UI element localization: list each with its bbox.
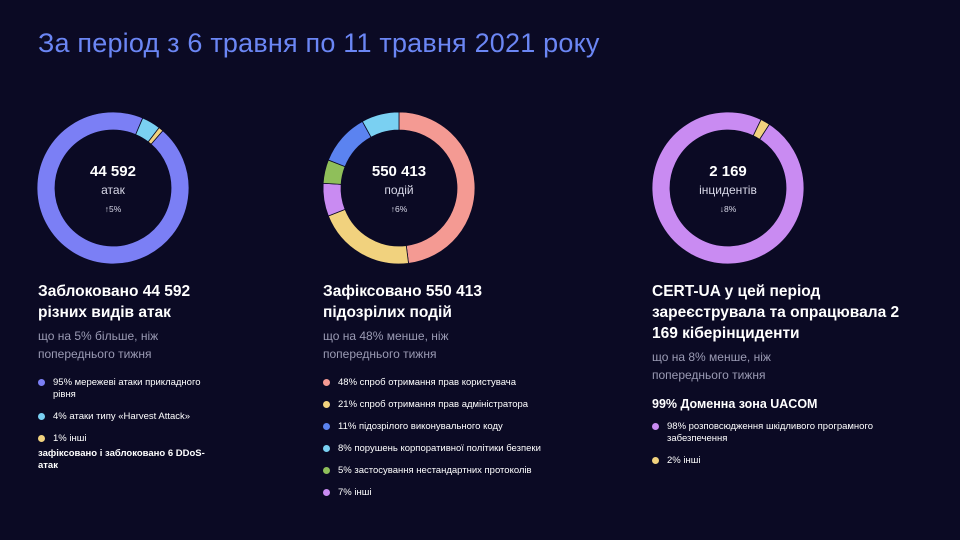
legend-dot-icon: [38, 413, 45, 420]
legend-item: 8% порушень корпоративної політики безпе…: [323, 443, 593, 455]
legend-label: 11% підозрілого виконувального коду: [338, 421, 503, 432]
center-change: ↑6%: [390, 203, 408, 214]
legend-item: 48% спроб отримання прав користувача: [323, 377, 593, 389]
legend-attacks: 95% мережеві атаки прикладного рівня 4% а…: [38, 377, 208, 455]
donut-chart-attacks: 44 592 атак ↑5%: [33, 108, 193, 268]
page-title: За період з 6 травня по 11 травня 2021 р…: [38, 28, 600, 58]
legend-item: 1% інші: [38, 433, 208, 445]
donut-slice: [147, 127, 164, 145]
legend-dot-icon: [38, 379, 45, 386]
legend-label: 4% атаки типу «Harvest Attack»: [53, 411, 191, 422]
center-change: ↑5%: [104, 203, 122, 214]
heading-attacks: Заблоковано 44 592 різних видів атак: [38, 283, 191, 321]
legend-dot-icon: [323, 423, 330, 430]
center-unit: інцидентів: [699, 182, 757, 197]
heading-incidents: CERT-UA у цей період зареєструвала та оп…: [652, 283, 900, 342]
legend-label: 48% спроб отримання прав користувача: [338, 377, 517, 388]
center-value: 550 413: [371, 162, 427, 180]
ddos-note: зафіксовано і заблоковано 6 DDoS-атак: [38, 448, 205, 471]
legend-label: 1% інші: [53, 433, 87, 444]
legend-item: 11% підозрілого виконувального коду: [323, 421, 593, 433]
legend-item: 95% мережеві атаки прикладного рівня: [38, 377, 208, 401]
legend-label: 5% застосування нестандартних протоколів: [338, 465, 532, 476]
legend-dot-icon: [38, 435, 45, 442]
donut-svg-events: [322, 111, 476, 265]
legend-item: 2% інші: [652, 455, 892, 467]
legend-label: 2% інші: [667, 455, 701, 466]
center-value: 44 592: [90, 162, 136, 180]
legend-item: 7% інші: [323, 487, 593, 499]
legend-label: 95% мережеві атаки прикладного рівня: [53, 377, 201, 400]
legend-dot-icon: [652, 457, 659, 464]
sub-incidents: що на 8% менше, ніж попереднього тижня: [652, 350, 771, 382]
sub-events: що на 48% менше, ніж попереднього тижня: [323, 329, 449, 361]
donut-chart-events: 550 413 подій ↑6%: [319, 108, 479, 268]
donut-slice: [36, 111, 190, 265]
legend-label: 7% інші: [338, 487, 372, 498]
legend-dot-icon: [323, 467, 330, 474]
legend-dot-icon: [652, 423, 659, 430]
domain-zone-subhead: 99% Доменна зона UACOM: [652, 397, 818, 411]
legend-dot-icon: [323, 445, 330, 452]
legend-incidents: 98% розповсюдження шкідливого програмног…: [652, 421, 892, 477]
legend-label: 98% розповсюдження шкідливого програмног…: [667, 421, 873, 444]
donut-chart-incidents: 2 169 інцидентів ↓8%: [648, 108, 808, 268]
center-unit: подій: [384, 182, 414, 197]
sub-attacks: що на 5% більше, ніж попереднього тижня: [38, 329, 159, 361]
legend-dot-icon: [323, 401, 330, 408]
heading-events: Зафіксовано 550 413 підозрілих подій: [323, 283, 482, 321]
legend-item: 98% розповсюдження шкідливого програмног…: [652, 421, 892, 445]
donut-slice: [651, 111, 805, 265]
legend-item: 4% атаки типу «Harvest Attack»: [38, 411, 208, 423]
legend-item: 5% застосування нестандартних протоколів: [323, 465, 593, 477]
legend-dot-icon: [323, 489, 330, 496]
center-change: ↓8%: [719, 203, 737, 214]
donut-svg-incidents: [651, 111, 805, 265]
legend-item: 21% спроб отримання прав адміністратора: [323, 399, 593, 411]
legend-label: 8% порушень корпоративної політики безпе…: [338, 443, 541, 454]
center-value: 2 169: [709, 162, 747, 180]
legend-label: 21% спроб отримання прав адміністратора: [338, 399, 529, 410]
donut-slice: [361, 111, 400, 138]
legend-events: 48% спроб отримання прав користувача 21% …: [323, 377, 593, 509]
donut-svg-attacks: [36, 111, 190, 265]
legend-dot-icon: [323, 379, 330, 386]
center-unit: атак: [101, 182, 125, 197]
donut-slice: [752, 119, 770, 140]
